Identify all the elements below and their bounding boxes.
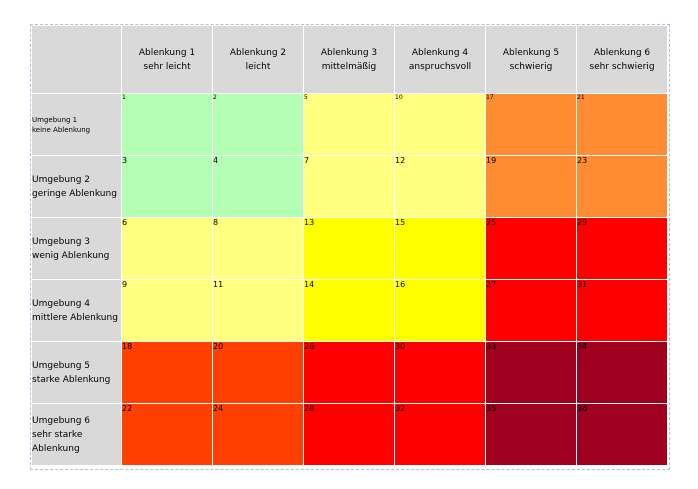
table-row: Umgebung 3 wenig Ablenkung 6 8 13 15 25 …: [31, 217, 668, 280]
row-header[interactable]: Umgebung 5 starke Ablenkung: [31, 341, 122, 404]
matrix-cell[interactable]: 23: [576, 155, 668, 218]
column-header-title: Ablenkung 2: [229, 47, 287, 58]
matrix-cell[interactable]: 3: [121, 155, 213, 218]
row-header[interactable]: Umgebung 1 keine Ablenkung: [31, 93, 122, 156]
matrix-cell[interactable]: 30: [394, 341, 486, 404]
column-header-title: Ablenkung 6: [593, 47, 651, 58]
matrix-cell[interactable]: 9: [121, 279, 213, 342]
matrix-cell[interactable]: 1: [121, 93, 213, 156]
row-header[interactable]: Umgebung 3 wenig Ablenkung: [31, 217, 122, 280]
row-header-subtitle: keine Ablenkung: [32, 125, 91, 134]
matrix-cell[interactable]: 18: [121, 341, 213, 404]
row-header-subtitle-2: Ablenkung: [32, 443, 80, 454]
matrix-cell[interactable]: 4: [212, 155, 304, 218]
column-header-title: Ablenkung 5: [502, 47, 560, 58]
row-header-subtitle: geringe Ablenkung: [32, 188, 117, 199]
column-header-subtitle: mittelmäßig: [321, 61, 377, 72]
row-header-title: Umgebung 4: [32, 298, 91, 309]
matrix-cell[interactable]: 15: [394, 217, 486, 280]
spreadsheet-page: Ablenkung 1 sehr leicht Ablenkung 2 leic…: [30, 24, 670, 470]
table-row: Umgebung 2 geringe Ablenkung 3 4 7 12 19…: [31, 155, 668, 218]
matrix-cell[interactable]: 20: [212, 341, 304, 404]
matrix-body: Umgebung 1 keine Ablenkung 1 2 5 10 17 2…: [31, 93, 668, 466]
row-header-title: Umgebung 6: [32, 415, 91, 426]
row-header-title: Umgebung 5: [32, 360, 91, 371]
table-row: Umgebung 5 starke Ablenkung 18 20 26 30 …: [31, 341, 668, 404]
column-header-subtitle: anspruchsvoll: [408, 61, 472, 72]
column-header-subtitle: sehr leicht: [143, 61, 191, 72]
column-header-subtitle: leicht: [245, 61, 271, 72]
table-row: Umgebung 6 sehr starke Ablenkung 22 24 2…: [31, 403, 668, 466]
row-header[interactable]: Umgebung 6 sehr starke Ablenkung: [31, 403, 122, 466]
matrix-cell[interactable]: 7: [303, 155, 395, 218]
matrix-cell[interactable]: 27: [485, 279, 577, 342]
row-header-subtitle: sehr starke: [32, 429, 83, 440]
matrix-cell[interactable]: 5: [303, 93, 395, 156]
matrix-cell[interactable]: 12: [394, 155, 486, 218]
row-header[interactable]: Umgebung 2 geringe Ablenkung: [31, 155, 122, 218]
table-row: Umgebung 1 keine Ablenkung 1 2 5 10 17 2…: [31, 93, 668, 156]
matrix-cell[interactable]: 34: [576, 341, 668, 404]
corner-cell[interactable]: [31, 25, 122, 94]
matrix-cell[interactable]: 31: [576, 279, 668, 342]
column-header-subtitle: schwierig: [509, 61, 553, 72]
matrix-cell[interactable]: 33: [485, 341, 577, 404]
row-header-subtitle: wenig Ablenkung: [32, 250, 110, 261]
matrix-cell[interactable]: 36: [576, 403, 668, 466]
matrix-cell[interactable]: 6: [121, 217, 213, 280]
matrix-cell[interactable]: 8: [212, 217, 304, 280]
matrix-cell[interactable]: 2: [212, 93, 304, 156]
matrix-cell[interactable]: 35: [485, 403, 577, 466]
matrix-cell[interactable]: 25: [485, 217, 577, 280]
matrix-cell[interactable]: 29: [576, 217, 668, 280]
matrix-cell[interactable]: 22: [121, 403, 213, 466]
matrix-cell[interactable]: 13: [303, 217, 395, 280]
column-header[interactable]: Ablenkung 4 anspruchsvoll: [394, 25, 486, 94]
row-header-title: Umgebung 3: [32, 236, 91, 247]
column-header[interactable]: Ablenkung 1 sehr leicht: [121, 25, 213, 94]
matrix-cell[interactable]: 17: [485, 93, 577, 156]
column-header[interactable]: Ablenkung 3 mittelmäßig: [303, 25, 395, 94]
row-header-title: Umgebung 1: [32, 115, 78, 124]
column-header[interactable]: Ablenkung 2 leicht: [212, 25, 304, 94]
matrix-cell[interactable]: 14: [303, 279, 395, 342]
matrix-cell[interactable]: 16: [394, 279, 486, 342]
column-header-subtitle: sehr schwierig: [589, 61, 655, 72]
matrix-cell[interactable]: 10: [394, 93, 486, 156]
matrix-cell[interactable]: 24: [212, 403, 304, 466]
matrix-cell[interactable]: 11: [212, 279, 304, 342]
row-header-title: Umgebung 2: [32, 174, 91, 185]
matrix-cell[interactable]: 32: [394, 403, 486, 466]
column-header[interactable]: Ablenkung 5 schwierig: [485, 25, 577, 94]
matrix-cell[interactable]: 19: [485, 155, 577, 218]
matrix-cell[interactable]: 26: [303, 341, 395, 404]
column-header-title: Ablenkung 1: [138, 47, 196, 58]
row-header[interactable]: Umgebung 4 mittlere Ablenkung: [31, 279, 122, 342]
row-header-subtitle: mittlere Ablenkung: [32, 312, 118, 323]
row-header-subtitle: starke Ablenkung: [32, 374, 111, 385]
column-header[interactable]: Ablenkung 6 sehr schwierig: [576, 25, 668, 94]
column-header-title: Ablenkung 3: [320, 47, 378, 58]
table-row: Umgebung 4 mittlere Ablenkung 9 11 14 16…: [31, 279, 668, 342]
matrix-cell[interactable]: 28: [303, 403, 395, 466]
distraction-matrix-table: Ablenkung 1 sehr leicht Ablenkung 2 leic…: [31, 25, 668, 466]
column-header-title: Ablenkung 4: [411, 47, 469, 58]
matrix-cell[interactable]: 21: [576, 93, 668, 156]
header-row: Ablenkung 1 sehr leicht Ablenkung 2 leic…: [31, 25, 668, 94]
